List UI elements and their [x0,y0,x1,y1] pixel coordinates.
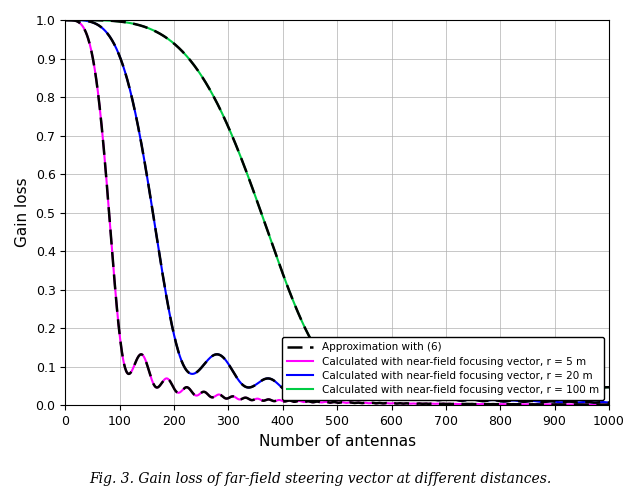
Text: Fig. 3. Gain loss of far-field steering vector at different distances.: Fig. 3. Gain loss of far-field steering … [89,472,551,486]
Y-axis label: Gain loss: Gain loss [15,178,30,247]
X-axis label: Number of antennas: Number of antennas [259,434,416,448]
Legend: Approximation with (6), Calculated with near-field focusing vector, r = 5 m, Cal: Approximation with (6), Calculated with … [282,337,604,400]
